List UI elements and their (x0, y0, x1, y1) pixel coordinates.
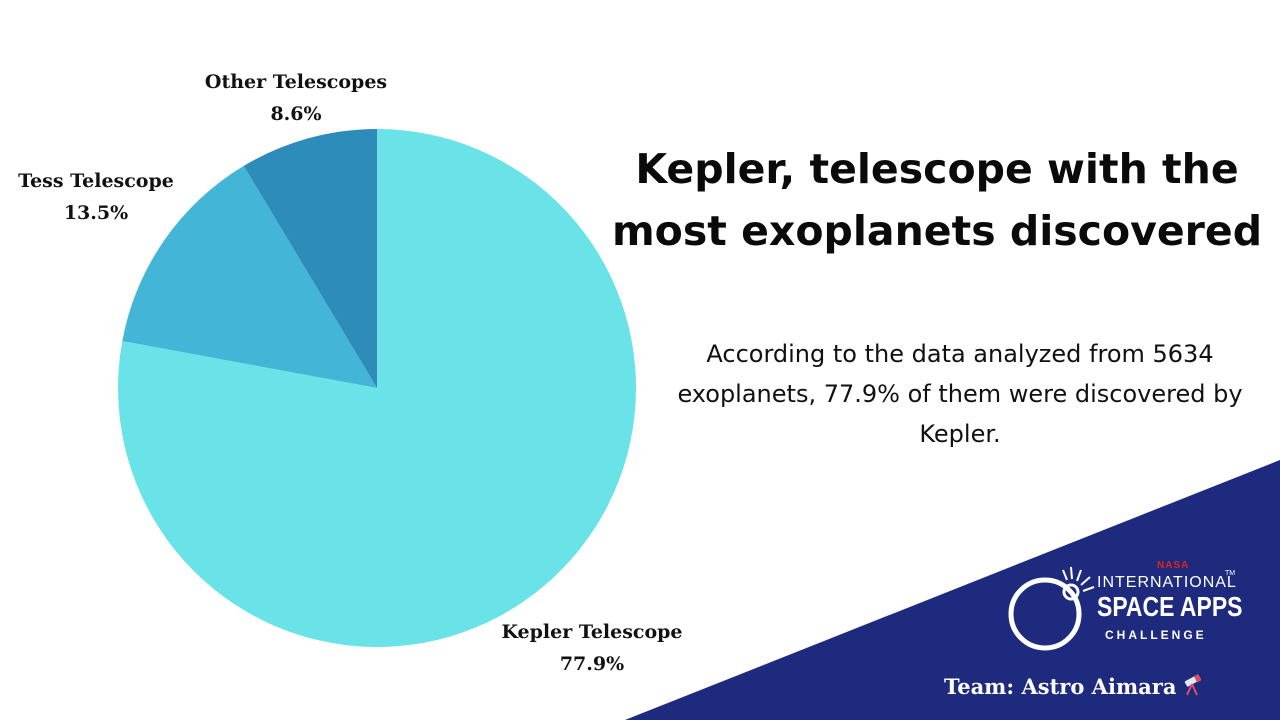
label-other-name: Other Telescopes (204, 71, 388, 93)
label-kepler-name: Kepler Telescope (501, 621, 683, 643)
description: According to the data analyzed from 5634… (677, 340, 1243, 448)
headline: Kepler, telescope with the most exoplane… (611, 145, 1263, 255)
pie-slice-tess (122, 165, 377, 388)
label-other-telescopes: Other Telescopes 8.6% (196, 66, 396, 130)
telescope-icon (1185, 674, 1202, 696)
label-tess-name: Tess Telescope (18, 170, 174, 192)
logo-international-text: INTERNATIONAL (1097, 574, 1237, 591)
label-kepler-value: 77.9% (559, 653, 625, 675)
label-tess-telescope: Tess Telescope 13.5% (6, 165, 186, 229)
team-credit: Team: Astro Aimara (944, 674, 1204, 699)
label-kepler-telescope: Kepler Telescope 77.9% (492, 616, 692, 680)
pie-slice-other (243, 129, 377, 388)
logo-space-apps-text: SPACE APPS (1097, 591, 1243, 622)
logo-nasa-text: NASA (1157, 560, 1190, 571)
pie-chart (117, 129, 636, 647)
logo-challenge-text: CHALLENGE (1105, 628, 1207, 642)
label-tess-value: 13.5% (63, 202, 129, 224)
space-apps-logo: NASA TM INTERNATIONAL SPACE APPS CHALLEN… (1005, 560, 1242, 660)
logo-tm-text: TM (1225, 570, 1236, 577)
team-name: Team: Astro Aimara (944, 674, 1177, 699)
label-other-value: 8.6% (270, 103, 322, 125)
space-apps-logo-mark (1008, 566, 1095, 651)
